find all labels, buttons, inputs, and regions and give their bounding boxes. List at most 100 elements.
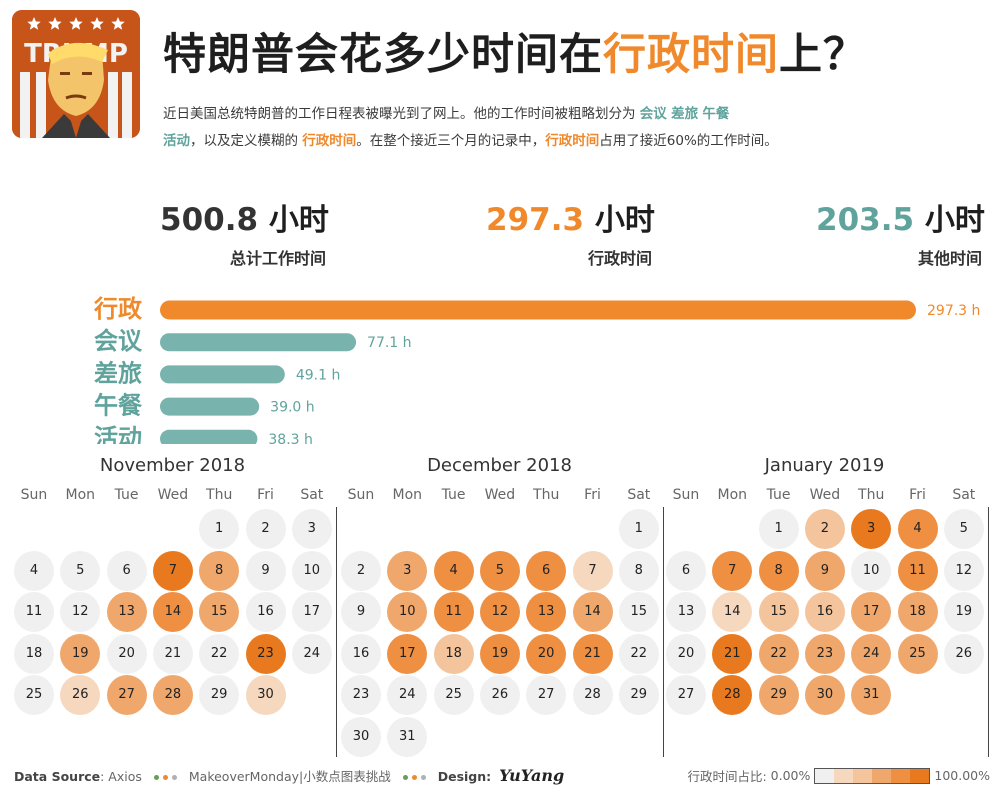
dot-icon xyxy=(420,775,426,780)
calendar-day: 2 xyxy=(804,509,845,549)
calendar-day: 17 xyxy=(851,592,892,632)
legend-max: 100.00% xyxy=(934,768,990,783)
calendar-day: 27 xyxy=(526,675,567,715)
calendar-day: 10 xyxy=(387,592,428,632)
calendar-day: 8 xyxy=(618,550,659,591)
weekday-label: Thu xyxy=(206,487,233,503)
legend-swatches xyxy=(814,767,931,784)
calendar-day: 31 xyxy=(851,675,892,715)
design-key: Design: xyxy=(437,769,492,784)
calendar-day: 13 xyxy=(106,592,147,632)
keyword-travel: 差旅 xyxy=(671,106,699,122)
month-divider xyxy=(988,507,989,757)
kpi-admin-value-row: 297.3 小时 xyxy=(486,200,655,241)
weekday-label: Mon xyxy=(717,487,748,503)
calendar-day: 9 xyxy=(245,550,286,591)
keyword-event: 活动 xyxy=(163,133,190,149)
intro-mid2: 。在整个接近三个月的记录中， xyxy=(356,133,546,149)
calendar-day: 30 xyxy=(245,675,286,715)
kpi-admin-hours: 297.3 小时 行政时间 xyxy=(486,200,655,269)
calendar-day: 18 xyxy=(897,592,938,632)
footer-dots-2 xyxy=(401,769,428,784)
footer: Data Source: Axios MakeoverMonday|小数点图表挑… xyxy=(14,766,990,790)
calendar-day: 15 xyxy=(618,592,659,632)
calendar-day: 20 xyxy=(666,633,706,674)
calendar-day: 13 xyxy=(526,592,567,632)
calendar-day: 12 xyxy=(60,592,101,632)
bar xyxy=(160,397,260,416)
bar-category-label: 活动 xyxy=(94,424,142,444)
calendar-day: 28 xyxy=(152,675,193,715)
calendar-day: 7 xyxy=(712,550,753,591)
calendar-day: 17 xyxy=(291,592,332,632)
calendar-day: 23 xyxy=(341,675,381,715)
calendar-day: 19 xyxy=(943,592,984,632)
legend-swatch xyxy=(891,768,911,783)
legend-swatch xyxy=(872,768,892,783)
calendar-day: 27 xyxy=(106,675,147,715)
calendar-day: 24 xyxy=(291,633,332,674)
legend-swatch xyxy=(815,768,835,783)
dot-icon xyxy=(411,775,417,780)
calendar-day: 7 xyxy=(572,550,613,591)
calendar-day: 25 xyxy=(14,675,54,715)
bar-value-label: 49.1 h xyxy=(296,367,341,383)
calendar-day: 8 xyxy=(199,550,240,591)
footer-dots-1 xyxy=(152,769,179,784)
calendar-day: 12 xyxy=(479,592,520,632)
month-title: December 2018 xyxy=(427,455,572,476)
calendar-day: 28 xyxy=(572,675,613,715)
bar xyxy=(160,333,357,352)
legend-min: 0.00% xyxy=(770,768,811,783)
calendar-day: 22 xyxy=(199,633,240,674)
weekday-label: Fri xyxy=(257,487,274,503)
weekday-label: Tue xyxy=(766,487,791,503)
calendar-day: 26 xyxy=(60,675,101,715)
bar xyxy=(160,365,285,384)
calendar-day: 29 xyxy=(618,675,659,715)
weekday-label: Thu xyxy=(533,487,560,503)
kpi-other-value-row: 203.5 小时 xyxy=(816,200,985,241)
weekday-label: Sun xyxy=(347,487,375,503)
bar-category-label: 会议 xyxy=(94,327,143,355)
bar xyxy=(160,300,916,320)
calendar-day: 7 xyxy=(152,550,193,591)
calendar-day: 4 xyxy=(897,509,938,549)
weekday-label: Wed xyxy=(484,487,516,503)
calendar-day: 5 xyxy=(479,550,520,591)
calendar-day: 6 xyxy=(666,550,706,591)
kpi-admin-label: 行政时间 xyxy=(587,249,652,268)
calendar-day: 14 xyxy=(572,592,613,632)
calendar-day: 11 xyxy=(897,550,938,591)
calendar-day: 18 xyxy=(14,633,54,674)
calendar-day: 8 xyxy=(758,550,799,591)
calendar-day: 6 xyxy=(526,550,567,591)
weekday-label: Tue xyxy=(114,487,139,503)
month-title: January 2019 xyxy=(764,455,885,476)
calendar-day: 14 xyxy=(152,592,193,632)
calendar-day: 17 xyxy=(387,633,428,674)
legend-swatch xyxy=(910,768,930,783)
legend-swatch xyxy=(834,768,854,783)
calendar-day: 23 xyxy=(804,633,845,674)
star-icon xyxy=(90,17,104,30)
star-icon xyxy=(48,17,62,30)
legend-swatch xyxy=(853,768,873,783)
star-icon xyxy=(27,17,41,30)
weekday-label: Sat xyxy=(300,487,324,503)
calendar-heatmaps: November 2018 Sun Mon Tue Wed Thu Fri Sat 1 2 3 4 5 6… xyxy=(10,455,990,757)
kpi-total-value: 500.8 xyxy=(160,202,259,238)
calendar-day: 21 xyxy=(152,633,193,674)
calendar-day: 4 xyxy=(433,550,474,591)
bar-value-label: 77.1 h xyxy=(367,335,412,351)
calendar-day: 9 xyxy=(341,592,381,632)
dot-icon xyxy=(153,775,159,780)
weekday-label: Mon xyxy=(65,487,96,503)
dot-icon xyxy=(402,775,408,780)
calendar-day: 19 xyxy=(60,633,101,674)
weekday-label: Tue xyxy=(441,487,466,503)
calendar-month: December 2018 Sun Mon Tue Wed Thu Fri Sat 1 2 3 4 5 6… xyxy=(337,455,662,757)
calendar-day: 10 xyxy=(291,550,332,591)
calendar-month: November 2018 Sun Mon Tue Wed Thu Fri Sat 1 2 3 4 5 6… xyxy=(10,455,335,755)
kpi-other-unit: 小时 xyxy=(924,203,985,238)
